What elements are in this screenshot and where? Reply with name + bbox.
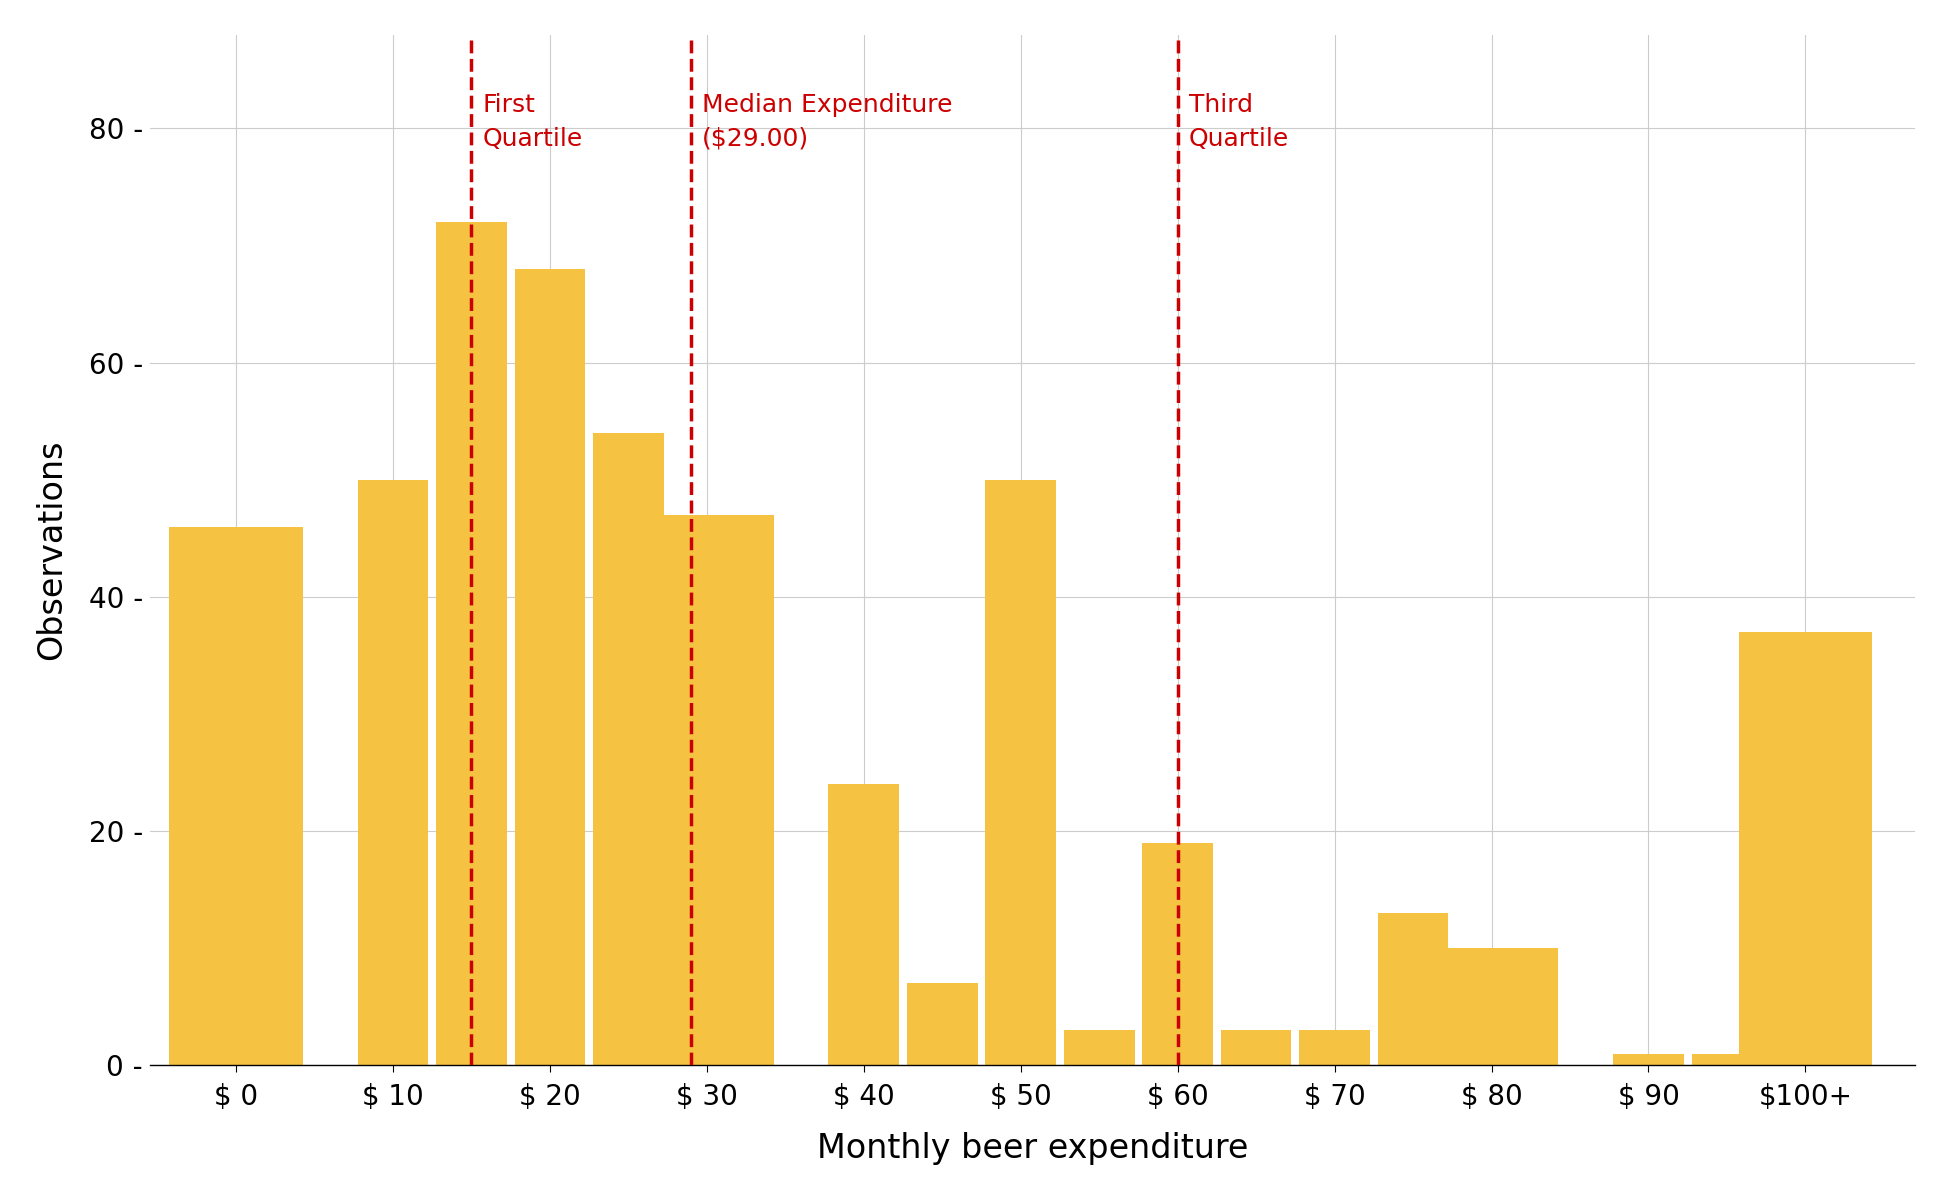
Bar (1613, 1054, 1683, 1066)
Text: First
Quartile: First Quartile (482, 94, 583, 151)
Bar (593, 433, 663, 1066)
Bar (515, 269, 585, 1066)
Bar (1299, 1031, 1371, 1066)
Bar (1221, 1031, 1291, 1066)
Bar (1693, 1054, 1763, 1066)
Bar (437, 222, 507, 1066)
Text: Third
Quartile: Third Quartile (1190, 94, 1289, 151)
Bar (1379, 913, 1449, 1066)
X-axis label: Monthly beer expenditure: Monthly beer expenditure (817, 1133, 1248, 1165)
Bar (170, 527, 302, 1066)
Bar (829, 785, 899, 1066)
Bar (1739, 632, 1872, 1066)
Bar (1425, 948, 1558, 1066)
Bar (357, 480, 429, 1066)
Bar (640, 515, 774, 1066)
Bar (1065, 1031, 1135, 1066)
Bar (907, 984, 977, 1066)
Bar (1143, 842, 1213, 1066)
Bar (985, 480, 1057, 1066)
Y-axis label: Observations: Observations (35, 440, 68, 660)
Text: Median Expenditure
($29.00): Median Expenditure ($29.00) (702, 94, 954, 151)
